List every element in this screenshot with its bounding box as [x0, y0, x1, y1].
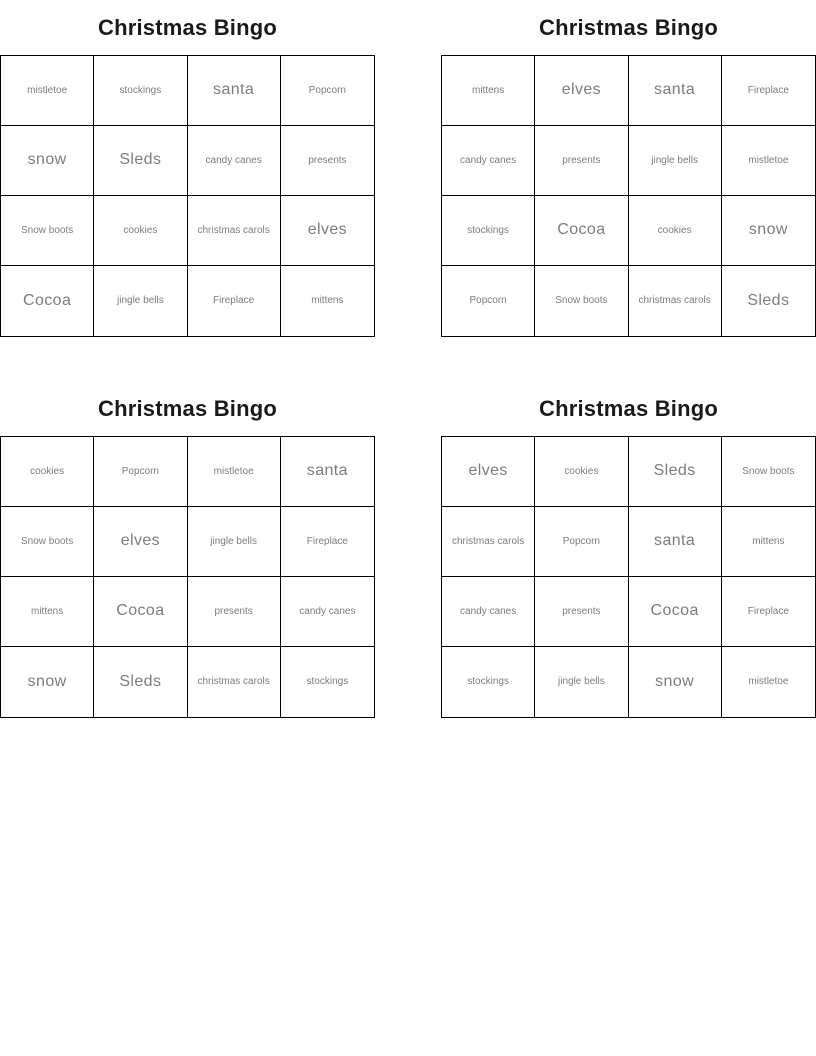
bingo-cell: mistletoe — [721, 126, 815, 196]
bingo-cell: jingle bells — [535, 647, 629, 717]
bingo-grid: cookies Popcorn mistletoe santa Snow boo… — [0, 436, 375, 718]
bingo-grid: mistletoe stockings santa Popcorn snow S… — [0, 55, 375, 337]
bingo-cell: mittens — [311, 295, 344, 307]
bingo-cell: mittens — [1, 577, 95, 647]
bingo-cell: Popcorn — [535, 507, 629, 577]
bingo-cell: christmas carols — [188, 647, 281, 717]
bingo-cell: presents — [535, 126, 629, 196]
bingo-card: Christmas Bingo cookies Popcorn mistleto… — [0, 381, 375, 718]
bingo-cell: Popcorn — [94, 437, 188, 507]
bingo-cell: Fireplace — [188, 266, 281, 336]
bingo-cell: jingle bells — [628, 126, 722, 196]
bingo-cell: santa — [187, 56, 281, 126]
bingo-cell: Cocoa — [94, 577, 188, 647]
bingo-cell: Snow boots — [535, 266, 629, 336]
bingo-grid: elves cookies Sleds Snow boots christmas… — [441, 436, 816, 718]
bingo-cell: Popcorn — [280, 56, 374, 126]
bingo-cell: candy canes — [187, 126, 281, 196]
bingo-cell: presents — [535, 577, 629, 647]
bingo-card: Christmas Bingo mittens elves santa Fire… — [441, 0, 816, 337]
bingo-cell: santa — [628, 507, 722, 577]
bingo-cell: santa — [280, 437, 374, 507]
bingo-cell: Cocoa — [535, 196, 629, 266]
bingo-cell: cookies — [1, 437, 95, 507]
card-title: Christmas Bingo — [97, 395, 278, 421]
bingo-cell: santa — [628, 56, 722, 126]
card-title: Christmas Bingo — [97, 14, 278, 40]
bingo-cell: jingle bells — [187, 507, 281, 577]
bingo-cell: stockings — [442, 196, 536, 266]
bingo-cell: Sleds — [747, 291, 790, 309]
bingo-cell: elves — [280, 196, 374, 266]
bingo-cell: Snow boots — [1, 507, 95, 577]
bingo-cell: christmas carols — [442, 507, 536, 577]
bingo-cell: elves — [535, 56, 629, 126]
bingo-card: Christmas Bingo elves cookies Sleds Snow… — [441, 381, 816, 718]
bingo-cell: jingle bells — [94, 266, 188, 336]
bingo-cell: candy canes — [442, 126, 536, 196]
bingo-cell: snow — [1, 126, 95, 196]
bingo-cell: christmas carols — [629, 266, 722, 336]
bingo-cell: christmas carols — [187, 196, 281, 266]
card-title: Christmas Bingo — [538, 395, 719, 421]
bingo-cell: mistletoe — [748, 676, 789, 688]
bingo-cell: snow — [629, 647, 722, 717]
bingo-cell: mistletoe — [1, 56, 95, 126]
bingo-cell: Sleds — [94, 647, 188, 717]
bingo-cell: elves — [94, 507, 188, 577]
bingo-cell: stockings — [94, 56, 188, 126]
bingo-cell: Sleds — [628, 437, 722, 507]
bingo-cell: cookies — [94, 196, 188, 266]
bingo-cell: snow — [1, 647, 95, 717]
bingo-cell: Fireplace — [280, 507, 374, 577]
bingo-cell: Cocoa — [628, 577, 722, 647]
bingo-cell: cookies — [628, 196, 722, 266]
bingo-cell: cookies — [535, 437, 629, 507]
bingo-cell: Snow boots — [1, 196, 95, 266]
bingo-cell: Snow boots — [721, 437, 815, 507]
bingo-cell: mittens — [442, 56, 536, 126]
bingo-cell: Fireplace — [721, 56, 815, 126]
bingo-cell: Fireplace — [721, 577, 815, 647]
card-title: Christmas Bingo — [538, 14, 719, 40]
bingo-cell: stockings — [442, 647, 536, 717]
bingo-cell: Popcorn — [442, 266, 536, 336]
bingo-card: Christmas Bingo mistletoe stockings sant… — [0, 0, 375, 337]
bingo-cell: snow — [721, 196, 815, 266]
bingo-cell: stockings — [306, 676, 349, 688]
bingo-grid: mittens elves santa Fireplace candy cane… — [441, 55, 816, 337]
bingo-cell: candy canes — [442, 577, 536, 647]
bingo-cell: presents — [187, 577, 281, 647]
bingo-cell: Cocoa — [1, 266, 95, 336]
bingo-cell: presents — [280, 126, 374, 196]
bingo-cell: mittens — [721, 507, 815, 577]
bingo-cell: Sleds — [94, 126, 188, 196]
bingo-cell: candy canes — [280, 577, 374, 647]
bingo-cell: mistletoe — [187, 437, 281, 507]
bingo-cell: elves — [442, 437, 536, 507]
